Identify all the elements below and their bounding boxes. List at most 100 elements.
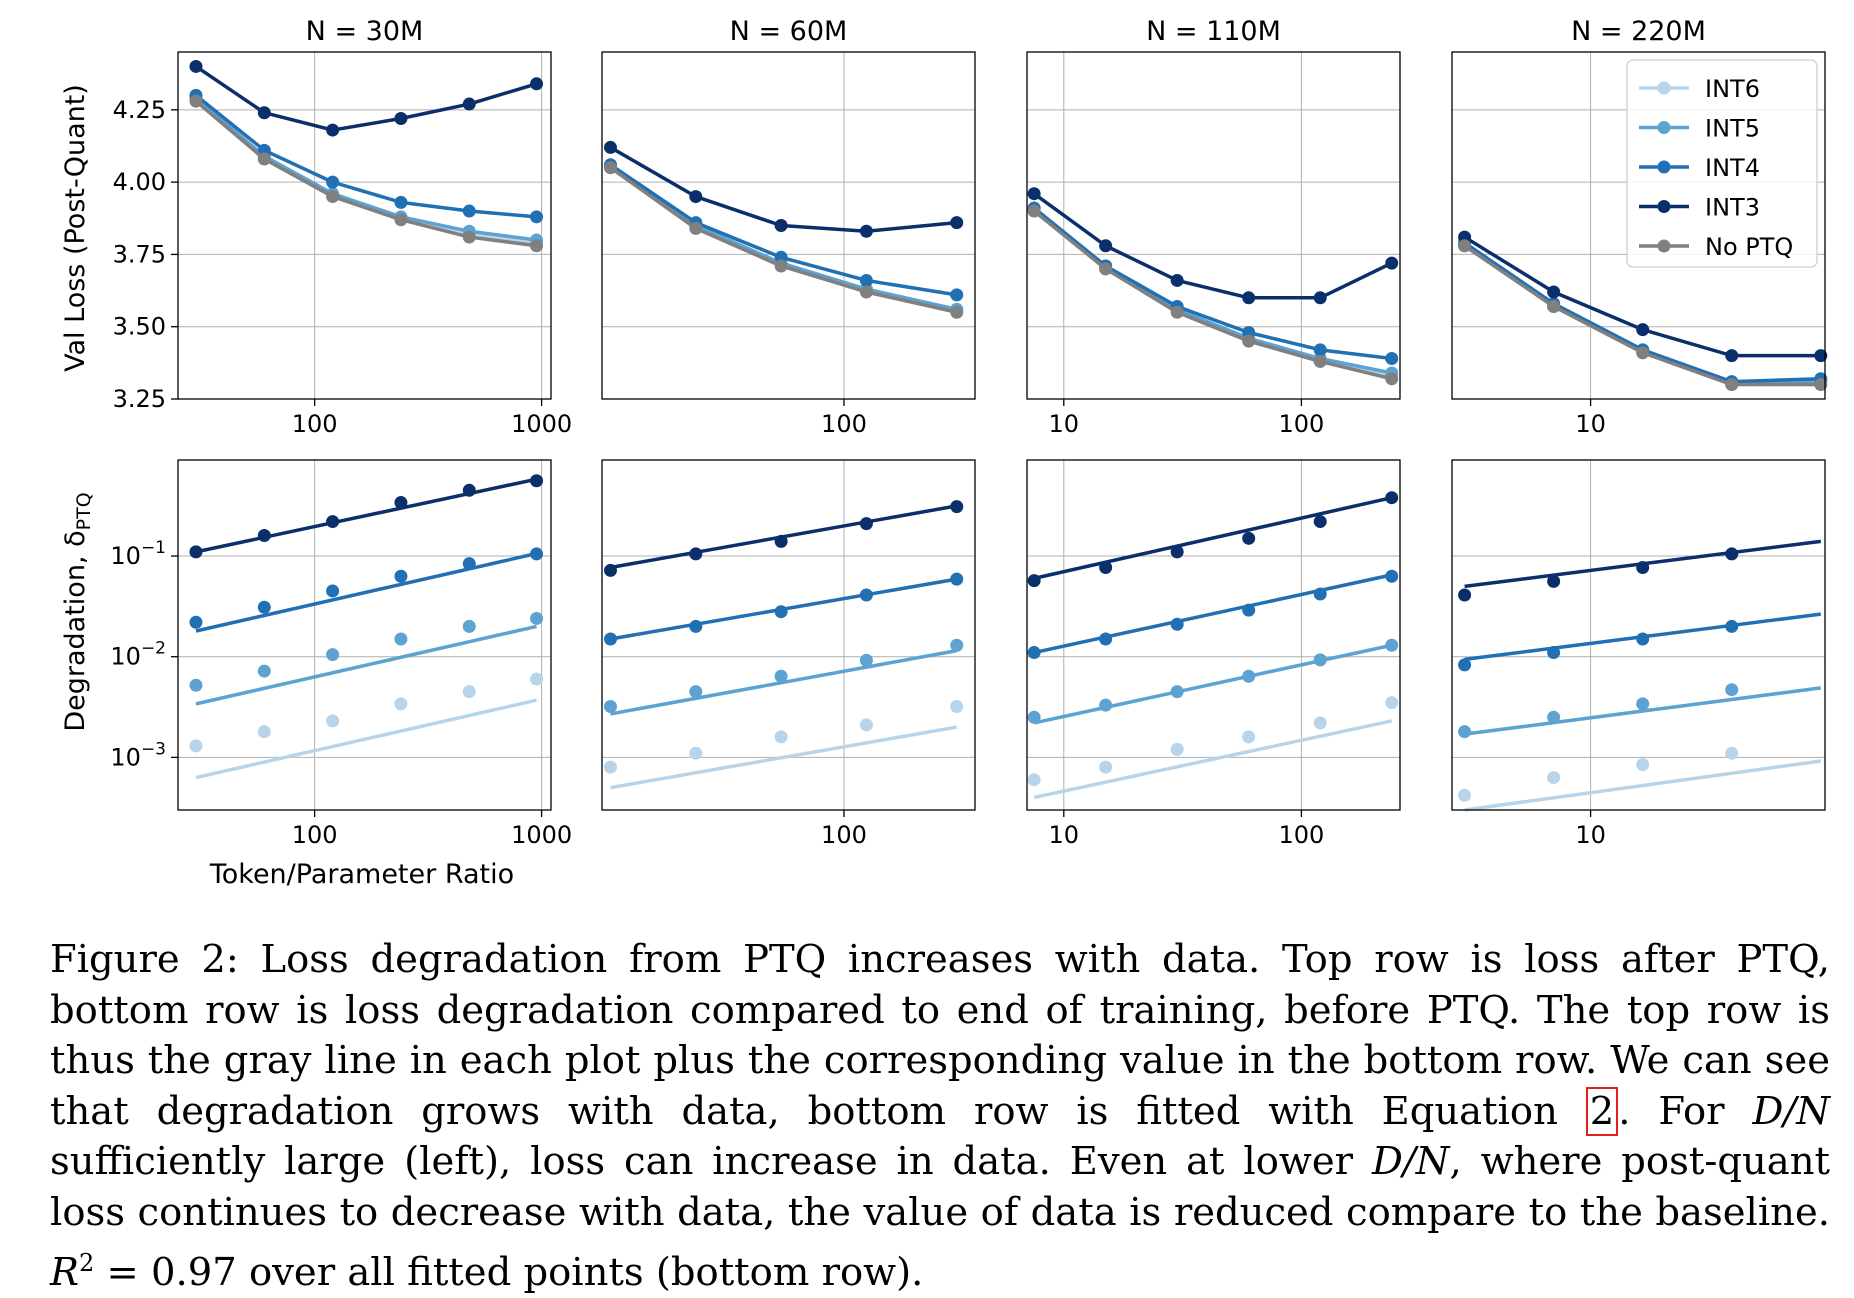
data-point — [1636, 560, 1650, 574]
data-point — [1458, 658, 1472, 672]
data-point — [689, 685, 703, 699]
y-tick-label: 3.50 — [113, 313, 166, 341]
data-point — [326, 123, 340, 137]
data-point — [189, 615, 203, 629]
panel-title: N = 220M — [1571, 16, 1706, 47]
caption-text: over all fitted points (bottom row). — [236, 1249, 924, 1295]
fit-line-int4 — [195, 551, 537, 633]
data-point — [394, 112, 408, 126]
data-point — [1027, 646, 1041, 660]
data-point — [1170, 545, 1184, 559]
legend-marker — [1657, 200, 1671, 213]
data-point — [1099, 760, 1113, 774]
legend-label: INT4 — [1705, 154, 1760, 182]
data-point — [1099, 632, 1113, 646]
plot-frame — [1026, 459, 1401, 811]
data-point — [1547, 710, 1561, 724]
x-tick-label: 100 — [1278, 821, 1324, 849]
data-point — [1313, 515, 1327, 529]
legend-marker — [1657, 239, 1671, 253]
data-point — [859, 273, 873, 287]
legend-label: INT6 — [1705, 75, 1760, 103]
series-line-int4 — [194, 94, 537, 219]
equation-ref-link[interactable]: 2 — [1585, 1086, 1619, 1136]
data-point — [1027, 204, 1041, 218]
data-point — [950, 572, 964, 586]
data-point — [530, 611, 544, 625]
data-point — [1636, 632, 1650, 646]
caption-text: Figure 2: Loss degradation from PTQ incr… — [50, 937, 1830, 1134]
data-point — [189, 739, 203, 753]
data-point — [1027, 773, 1041, 787]
y-tick-label: 10−3 — [110, 739, 166, 771]
series-line-int5 — [194, 96, 537, 242]
data-point — [1725, 683, 1739, 697]
data-point — [1725, 349, 1739, 363]
x-tick-label: 10 — [1575, 821, 1606, 849]
data-point — [257, 152, 271, 166]
x-tick-label: 10 — [1049, 821, 1080, 849]
panel-title: N = 110M — [1146, 16, 1281, 47]
data-point — [1313, 291, 1327, 305]
data-point — [462, 685, 476, 699]
data-point — [1170, 305, 1184, 319]
chart-panel-6: 100 — [601, 459, 976, 849]
data-point — [462, 204, 476, 218]
data-point — [1385, 569, 1399, 583]
bottom-row-ylabel: Degradation, δPTQ — [60, 492, 95, 731]
series-line-int3 — [1033, 192, 1393, 300]
data-point — [1027, 574, 1041, 588]
y-tick-exponent: −1 — [141, 538, 166, 558]
panel-title: N = 60M — [730, 16, 848, 47]
data-point — [189, 545, 203, 559]
data-point — [950, 305, 964, 319]
data-point — [1458, 788, 1472, 802]
x-tick-label: 10 — [1049, 410, 1080, 438]
plot-frame — [177, 459, 552, 811]
x-tick-label: 1000 — [511, 821, 572, 849]
data-point — [1170, 273, 1184, 287]
data-point — [603, 760, 617, 774]
fit-line-int6 — [1033, 719, 1393, 800]
data-point — [1547, 299, 1561, 313]
data-point — [859, 224, 873, 238]
plot-frame — [177, 51, 552, 400]
x-tick-label: 100 — [1278, 410, 1324, 438]
fit-line-int6 — [610, 725, 958, 790]
data-point — [189, 94, 203, 108]
x-tick-label: 100 — [821, 410, 867, 438]
data-point — [530, 672, 544, 686]
data-point — [394, 213, 408, 227]
data-point — [689, 746, 703, 760]
data-point — [603, 632, 617, 646]
data-point — [257, 664, 271, 678]
x-axis-label: Token/Parameter Ratio — [209, 859, 514, 890]
data-point — [774, 730, 788, 744]
data-point — [1814, 349, 1828, 363]
data-point — [859, 653, 873, 667]
data-point — [462, 97, 476, 111]
data-point — [1458, 239, 1472, 253]
data-point — [1547, 574, 1561, 588]
x-tick-label: 100 — [821, 821, 867, 849]
data-point — [1170, 742, 1184, 756]
data-point — [859, 517, 873, 531]
data-point — [1385, 372, 1399, 386]
data-point — [1636, 757, 1650, 771]
data-point — [950, 288, 964, 302]
data-point — [689, 221, 703, 235]
y-tick-label: 3.25 — [113, 385, 166, 413]
data-point — [1636, 697, 1650, 711]
data-point — [1027, 187, 1041, 201]
chart-panel-4: 10 N = 220M INT6 INT5 INT4 INT3 No PTQ — [1451, 16, 1828, 438]
data-point — [394, 569, 408, 583]
data-point — [394, 195, 408, 209]
data-point — [774, 534, 788, 548]
data-point — [1814, 378, 1828, 392]
data-point — [257, 529, 271, 543]
data-point — [859, 588, 873, 602]
y-tick-label: 3.75 — [113, 240, 166, 268]
data-point — [1242, 730, 1256, 744]
fit-line-int6 — [1464, 759, 1822, 812]
math-d-over-n: D/N — [1752, 1088, 1830, 1134]
